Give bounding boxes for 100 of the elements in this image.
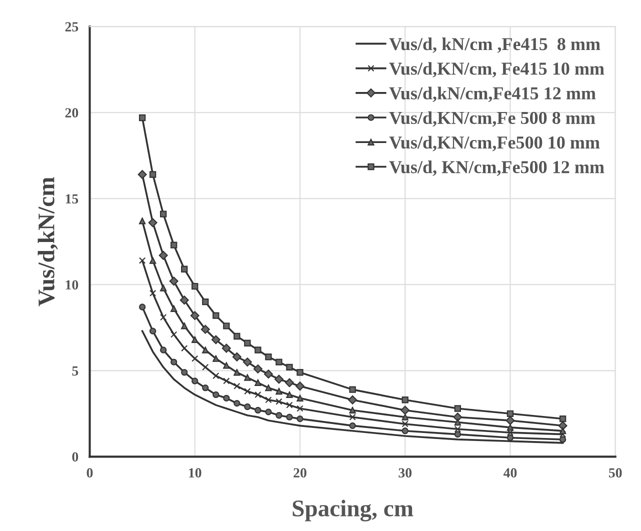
- point: [160, 346, 167, 354]
- point: [244, 340, 251, 346]
- legend-label: Vus/d,KN/cm,Fe500 10 mm: [389, 136, 600, 152]
- point: [559, 415, 566, 422]
- point: [558, 421, 568, 430]
- x-axis-title: Spacing, cm: [292, 500, 414, 522]
- y-axis-title: Vus/d,kN/cm: [38, 177, 58, 306]
- point: [296, 382, 304, 391]
- point: [160, 210, 167, 218]
- point: [211, 335, 220, 344]
- point: [138, 257, 146, 264]
- point: [234, 382, 240, 390]
- point: [138, 304, 146, 310]
- point: [202, 384, 209, 392]
- point: [349, 386, 356, 393]
- point: [254, 346, 262, 354]
- point: [170, 242, 178, 248]
- point: [190, 311, 200, 320]
- point: [402, 420, 408, 428]
- point: [559, 436, 566, 443]
- legend-label: Vus/d,kN/cm,Fe415 12 mm: [389, 86, 596, 102]
- point: [138, 170, 147, 179]
- point: [454, 405, 462, 412]
- point: [265, 408, 272, 416]
- point: [180, 296, 189, 305]
- y-tick-label: 15: [66, 194, 78, 204]
- point: [454, 418, 462, 426]
- point: [453, 412, 462, 422]
- point: [212, 355, 220, 362]
- point: [286, 364, 293, 371]
- point: [234, 369, 240, 376]
- point: [181, 322, 188, 330]
- point: [232, 352, 242, 362]
- point: [181, 369, 188, 376]
- y-tick-label: 10: [66, 280, 78, 290]
- point: [169, 276, 178, 286]
- point: [254, 379, 262, 386]
- point: [149, 171, 156, 178]
- point: [181, 344, 188, 352]
- point: [149, 257, 156, 264]
- point: [506, 416, 515, 426]
- point: [160, 284, 167, 292]
- point: [149, 328, 156, 334]
- point: [506, 434, 514, 442]
- x-tick-label: 0: [86, 468, 93, 478]
- point: [454, 426, 462, 432]
- point: [402, 414, 408, 420]
- point: [160, 314, 167, 321]
- y-tick-label: 5: [72, 366, 78, 376]
- point: [286, 391, 293, 398]
- point: [212, 391, 220, 398]
- x-tick-label: 40: [503, 468, 517, 478]
- point: [296, 369, 304, 376]
- point: [212, 312, 220, 319]
- point: [242, 358, 252, 367]
- point: [170, 331, 178, 338]
- point: [264, 370, 273, 379]
- point: [400, 406, 410, 415]
- point: [349, 414, 356, 420]
- point: [254, 391, 262, 398]
- point: [244, 374, 251, 381]
- point: [222, 344, 231, 353]
- point: [244, 388, 251, 395]
- point: [276, 412, 282, 419]
- point: [276, 358, 282, 366]
- point: [276, 388, 282, 395]
- point: [138, 218, 146, 224]
- point: [138, 114, 146, 122]
- point: [402, 396, 408, 404]
- point: [202, 298, 209, 306]
- point: [170, 305, 178, 312]
- point: [234, 400, 240, 407]
- point: [349, 406, 356, 414]
- point: [244, 403, 251, 410]
- point: [200, 324, 210, 334]
- point: [148, 218, 158, 228]
- point: [223, 322, 230, 330]
- y-tick-label: 25: [65, 22, 78, 32]
- point: [202, 346, 209, 354]
- point: [348, 395, 358, 404]
- point: [158, 250, 168, 260]
- legend-label: Vus/d, KN/cm,Fe500 12 mm: [389, 160, 604, 176]
- point: [265, 354, 272, 360]
- point: [402, 428, 408, 434]
- legend-label: Vus/d,KN/cm, Fe415 10 mm: [389, 62, 604, 78]
- point: [212, 372, 220, 380]
- point: [506, 410, 514, 417]
- y-tick-label: 0: [72, 452, 78, 462]
- point: [192, 283, 198, 290]
- point: [559, 428, 566, 434]
- point: [202, 364, 209, 371]
- point: [234, 332, 240, 340]
- point: [265, 396, 272, 404]
- point: [286, 402, 293, 408]
- y-tick-label: 20: [65, 108, 78, 118]
- legend-label: Vus/d, kN/cm ,Fe415 8 mm: [389, 37, 600, 53]
- point: [254, 406, 262, 414]
- point: [265, 384, 272, 392]
- point: [454, 430, 462, 438]
- point: [296, 394, 304, 402]
